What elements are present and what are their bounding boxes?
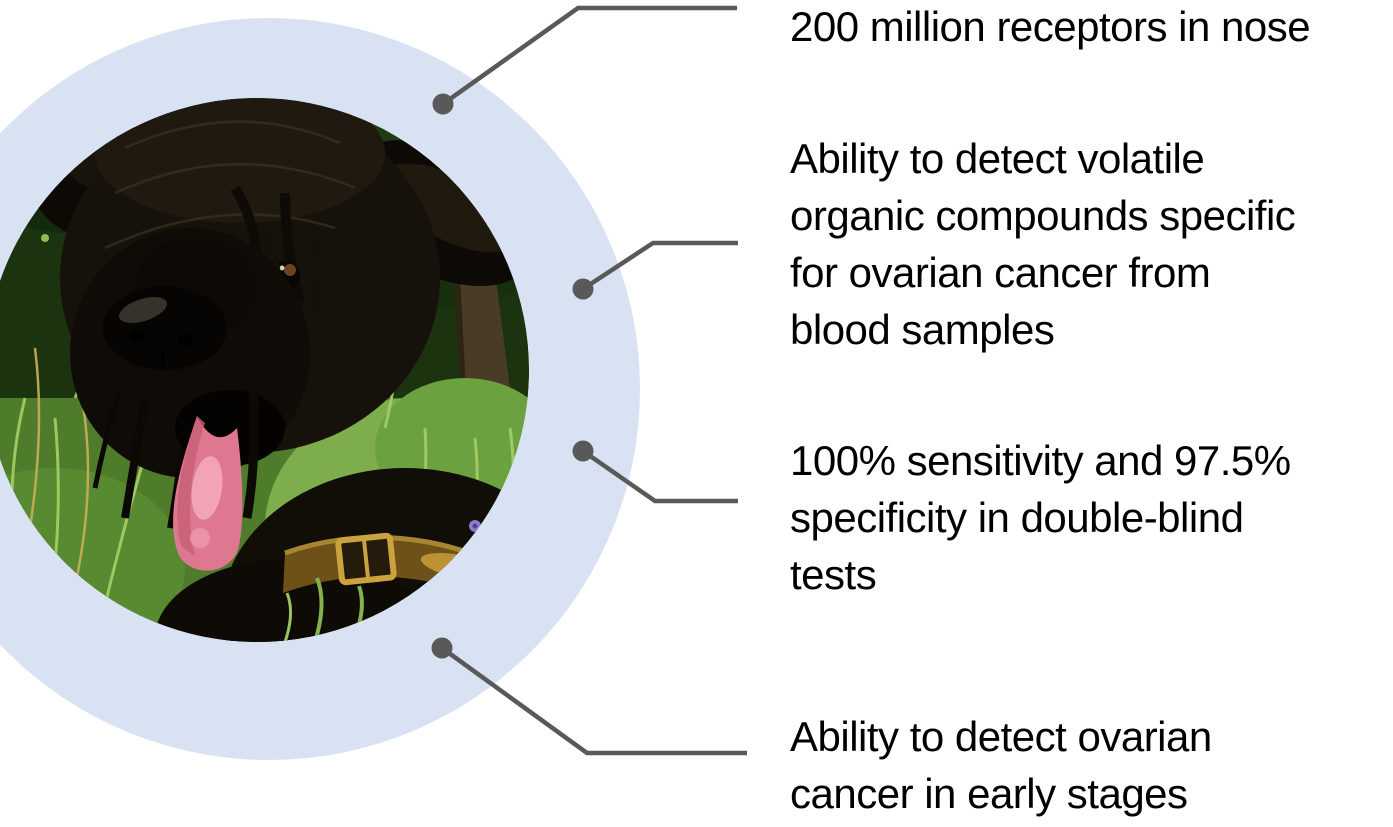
dog-photo-illustration	[0, 98, 529, 642]
dog-tongue	[173, 416, 243, 571]
dog-photo	[0, 98, 529, 642]
dog-nose	[103, 286, 227, 370]
callout-text-voc-detection: Ability to detect volatile organic compo…	[790, 135, 1296, 353]
callout-text-receptors: 200 million receptors in nose	[790, 3, 1311, 50]
callout-text-sensitivity: 100% sensitivity and 97.5% specificity i…	[790, 437, 1291, 598]
callout-text-early-detection: Ability to detect ovarian cancer in earl…	[790, 713, 1212, 817]
